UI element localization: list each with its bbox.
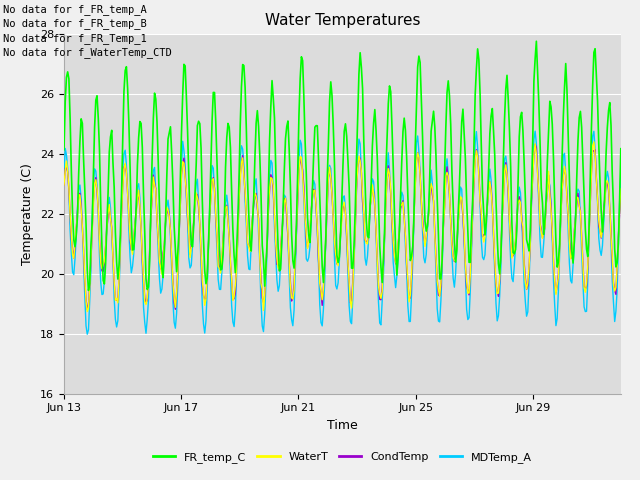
CondTemp: [83, 307, 91, 312]
CondTemp: [60, 182, 68, 188]
CondTemp: [354, 164, 362, 170]
CondTemp: [532, 144, 540, 150]
MDTemp_A: [83, 331, 91, 337]
WaterT: [344, 259, 352, 265]
MDTemp_A: [334, 280, 342, 286]
CondTemp: [334, 259, 342, 265]
MDTemp_A: [617, 169, 625, 175]
CondTemp: [617, 189, 625, 194]
Text: No data for f_FR_Temp_1: No data for f_FR_Temp_1: [3, 33, 147, 44]
CondTemp: [531, 142, 539, 147]
MDTemp_A: [60, 175, 68, 180]
WaterT: [306, 228, 314, 234]
FR_temp_C: [531, 56, 539, 61]
CondTemp: [344, 260, 352, 265]
X-axis label: Time: Time: [327, 419, 358, 432]
MDTemp_A: [344, 269, 352, 275]
FR_temp_C: [354, 115, 362, 120]
MDTemp_A: [531, 128, 539, 134]
FR_temp_C: [344, 157, 352, 163]
Line: MDTemp_A: MDTemp_A: [64, 131, 621, 334]
WaterT: [617, 186, 625, 192]
CondTemp: [561, 165, 568, 171]
MDTemp_A: [532, 141, 540, 146]
FR_temp_C: [306, 240, 314, 245]
Y-axis label: Temperature (C): Temperature (C): [22, 163, 35, 264]
Title: Water Temperatures: Water Temperatures: [265, 13, 420, 28]
Text: No data for f_FR_temp_A: No data for f_FR_temp_A: [3, 4, 147, 15]
MDTemp_A: [561, 150, 568, 156]
MDTemp_A: [354, 153, 362, 158]
MDTemp_A: [306, 244, 314, 250]
Text: No data for f_FR_temp_B: No data for f_FR_temp_B: [3, 18, 147, 29]
Line: FR_temp_C: FR_temp_C: [64, 41, 621, 290]
WaterT: [334, 263, 342, 268]
FR_temp_C: [60, 147, 68, 153]
WaterT: [531, 141, 539, 147]
Line: CondTemp: CondTemp: [64, 144, 621, 310]
FR_temp_C: [561, 85, 568, 91]
Text: No data for f_WaterTemp_CTD: No data for f_WaterTemp_CTD: [3, 47, 172, 58]
WaterT: [83, 309, 91, 314]
FR_temp_C: [334, 260, 342, 265]
WaterT: [590, 139, 598, 144]
WaterT: [354, 165, 362, 171]
FR_temp_C: [617, 146, 625, 152]
Line: WaterT: WaterT: [64, 142, 621, 312]
Legend: FR_temp_C, WaterT, CondTemp, MDTemp_A: FR_temp_C, WaterT, CondTemp, MDTemp_A: [148, 447, 536, 467]
CondTemp: [306, 229, 314, 235]
FR_temp_C: [532, 38, 540, 44]
WaterT: [60, 182, 68, 188]
FR_temp_C: [84, 288, 92, 293]
WaterT: [559, 176, 567, 181]
